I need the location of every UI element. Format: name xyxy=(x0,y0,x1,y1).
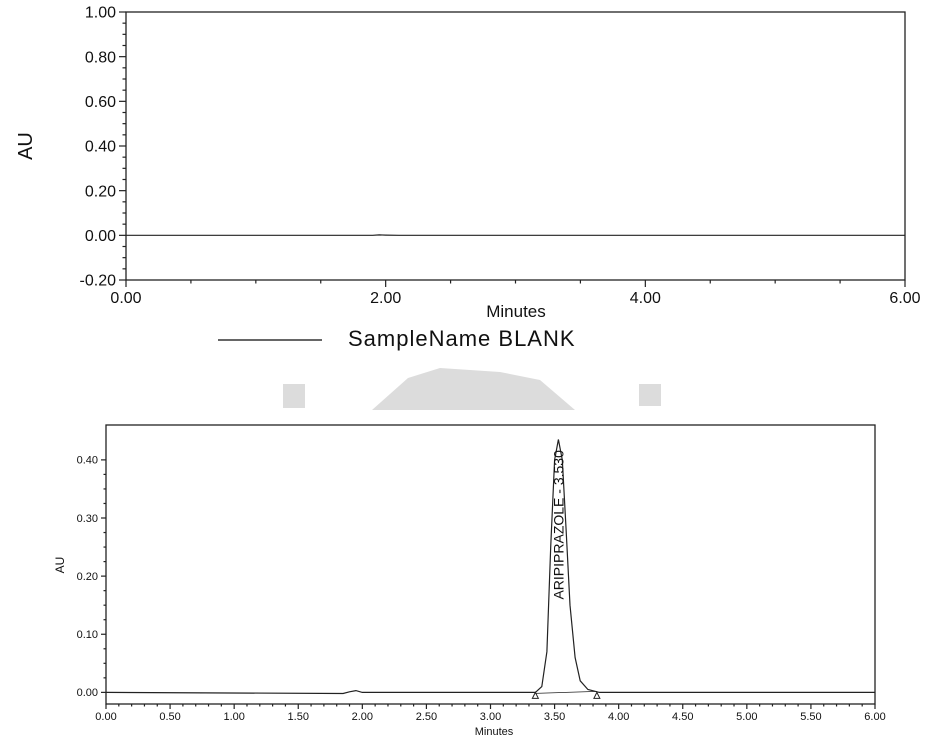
c2-y-tick-label: 0.40 xyxy=(77,455,98,467)
chart1-legend-label: SampleName BLANK xyxy=(348,326,576,351)
c1-y-tick-label: -0.20 xyxy=(80,273,117,290)
c2-x-tick-label: 4.50 xyxy=(672,711,693,723)
c1-x-tick-label: 6.00 xyxy=(889,290,920,307)
c2-y-tick-label: 0.00 xyxy=(77,687,98,699)
c2-x-tick-label: 1.50 xyxy=(288,711,309,723)
chart2-y-axis: 0.00 0.10 0.20 0.30 0.40 xyxy=(77,455,106,699)
c2-x-tick-label: 1.00 xyxy=(223,711,244,723)
chart1-x-axis-label: Minutes xyxy=(486,302,546,321)
c2-x-tick-label: 3.50 xyxy=(544,711,565,723)
background-smudge xyxy=(283,368,661,410)
chart2-x-axis-label: Minutes xyxy=(475,726,514,738)
chart1-plot-frame xyxy=(125,11,906,281)
chart2-y-axis-label: AU xyxy=(53,557,67,574)
chart1-y-axis-label: AU xyxy=(15,132,37,160)
integration-marker xyxy=(531,691,540,699)
c1-x-tick-label: 4.00 xyxy=(630,290,661,307)
chart1-x-axis: 0.00 2.00 4.00 6.00 xyxy=(110,280,921,307)
chart1-y-axis: -0.20 0.00 0.20 0.40 0.60 0.80 1.00 xyxy=(80,5,126,290)
aripiprazole-chromatogram: 0.00 0.10 0.20 0.30 0.40 0.00 0.50 1.00 1.50 2.0… xyxy=(53,424,886,738)
c1-x-tick-label: 2.00 xyxy=(370,290,401,307)
chart2-plot-frame xyxy=(105,424,876,705)
c2-x-tick-label: 5.00 xyxy=(736,711,757,723)
chart2-x-axis: 0.00 0.50 1.00 1.50 2.00 2.50 3.00 3.50 4.00 4.50… xyxy=(95,704,886,723)
c2-y-tick-label: 0.30 xyxy=(77,513,98,525)
c1-y-tick-label: 0.80 xyxy=(85,49,116,66)
c2-x-tick-label: 2.50 xyxy=(416,711,437,723)
c2-x-tick-label: 6.00 xyxy=(864,711,885,723)
c1-y-tick-label: 0.60 xyxy=(85,94,116,111)
c2-x-tick-label: 2.00 xyxy=(352,711,373,723)
c1-y-tick-label: 1.00 xyxy=(85,5,116,22)
c2-x-tick-label: 0.00 xyxy=(95,711,116,723)
blank-chromatogram: -0.200.000.200.400.600.801.00 0.00 2.00 4.… xyxy=(15,5,921,351)
c2-x-tick-label: 3.00 xyxy=(480,711,501,723)
c2-x-tick-label: 0.50 xyxy=(159,711,180,723)
c2-x-tick-label: 5.50 xyxy=(800,711,821,723)
c1-x-tick-label: 0.00 xyxy=(110,290,141,307)
c2-x-tick-label: 4.00 xyxy=(608,711,629,723)
peak-annotation: ARIPIPRAZOLE - 3.530 xyxy=(550,450,566,600)
integration-baseline xyxy=(535,690,597,694)
c2-y-tick-label: 0.20 xyxy=(77,571,98,583)
integration-marker xyxy=(593,691,601,699)
c1-y-tick-label: 0.40 xyxy=(85,139,116,156)
c1-y-tick-label: 0.00 xyxy=(85,228,116,245)
chart2-baseline-markers xyxy=(531,690,601,699)
chart2-series-line xyxy=(105,439,875,695)
c2-y-tick-label: 0.10 xyxy=(77,629,98,641)
c1-y-tick-label: 0.20 xyxy=(85,183,116,200)
